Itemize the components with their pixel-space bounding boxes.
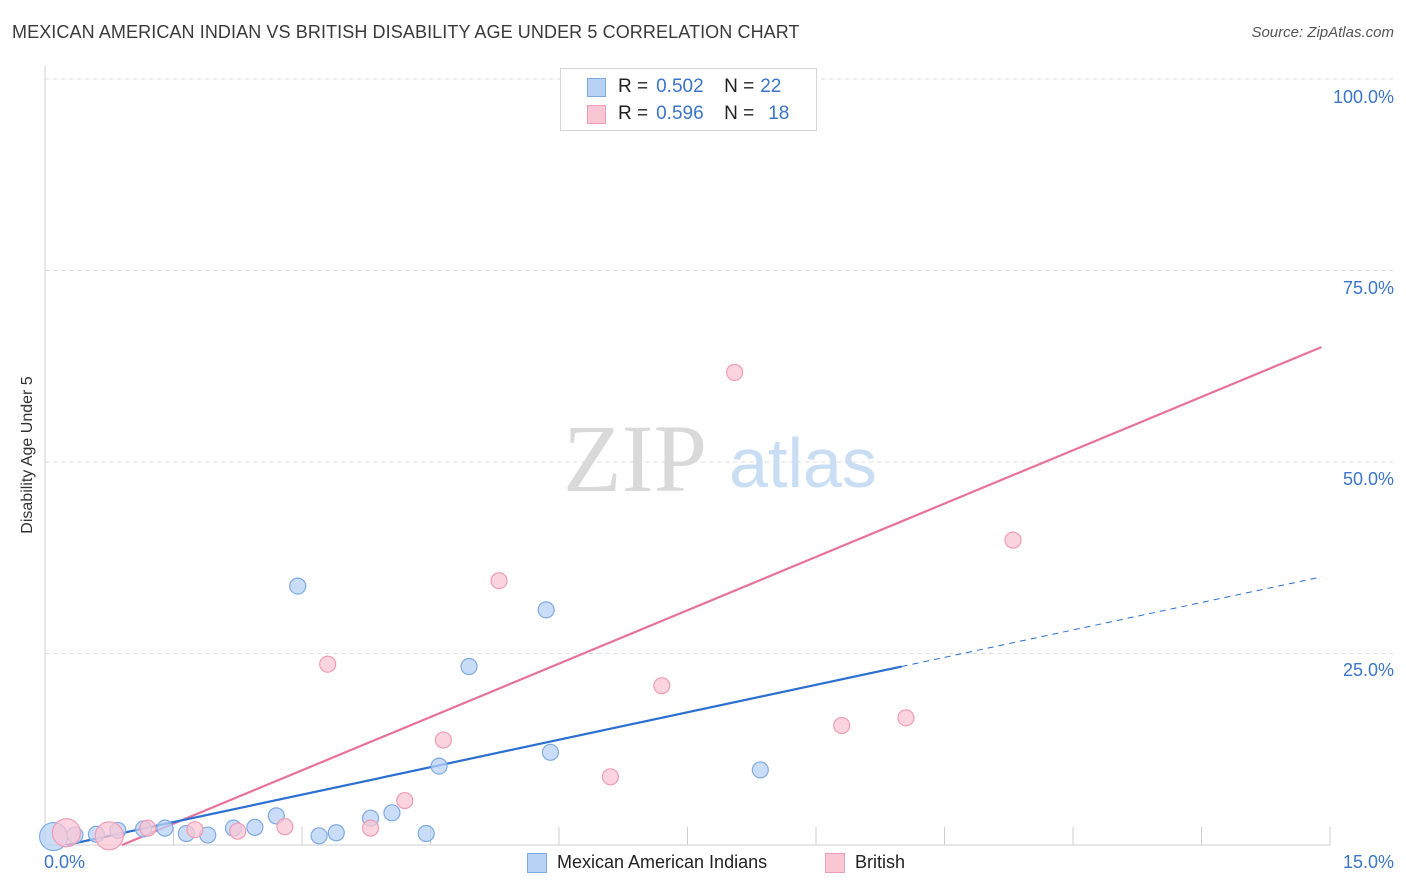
- trend-line-mexican-american-indians: [66, 665, 902, 847]
- watermark: ZIP atlas: [563, 405, 877, 512]
- legend-label: Mexican American Indians: [557, 852, 768, 872]
- legend-swatch-pink: [587, 104, 606, 124]
- point-british: [276, 818, 294, 836]
- trend-extension-mexican-american-indians: [901, 576, 1322, 668]
- y-tick-label-75: 75.0%: [1342, 278, 1394, 298]
- legend-swatch-blue: [527, 852, 547, 873]
- point-british: [51, 818, 82, 848]
- legend-label: British: [855, 852, 906, 872]
- watermark-zip: ZIP: [563, 405, 707, 512]
- y-tick-label-100: 100.0%: [1332, 87, 1394, 107]
- n-label: N =: [724, 76, 755, 97]
- y-tick-label-25: 25.0%: [1342, 660, 1394, 680]
- r-value: 0.596: [656, 103, 704, 124]
- point-british: [139, 819, 157, 837]
- source-credit: Source: ZipAtlas.com: [1251, 24, 1394, 41]
- chart-title: MEXICAN AMERICAN INDIAN VS BRITISH DISAB…: [12, 22, 800, 42]
- point-mexican-american-indians: [537, 601, 555, 619]
- r-value: 0.502: [656, 76, 704, 97]
- correlation-legend: R = 0.502 N = 22 R = 0.596 N = 18: [560, 68, 817, 131]
- y-tick-label-50: 50.0%: [1342, 469, 1394, 489]
- legend-row-mexican-american-indians: R = 0.502 N = 22: [587, 75, 781, 99]
- point-british: [601, 768, 620, 786]
- trend-line-british: [121, 346, 1322, 847]
- point-mexican-american-indians: [327, 824, 345, 842]
- watermark-atlas: atlas: [729, 424, 877, 502]
- point-british: [490, 572, 508, 590]
- point-british: [434, 731, 452, 749]
- point-mexican-american-indians: [430, 757, 448, 775]
- point-british: [186, 821, 204, 839]
- axes: [44, 66, 1331, 846]
- gridlines: [45, 78, 1395, 654]
- point-british: [726, 363, 744, 381]
- point-british: [1004, 531, 1022, 549]
- point-british: [94, 821, 124, 851]
- data-points: [38, 70, 1022, 852]
- point-british: [653, 677, 671, 695]
- r-label: R =: [618, 103, 649, 124]
- point-british: [229, 822, 247, 840]
- n-value: 22: [760, 76, 782, 97]
- r-label: R =: [618, 76, 649, 97]
- point-british: [361, 819, 380, 837]
- point-british: [396, 791, 414, 810]
- point-mexican-american-indians: [310, 827, 328, 845]
- x-tick-label-min: 0.0%: [44, 852, 86, 872]
- point-mexican-american-indians: [383, 804, 401, 822]
- point-british: [319, 655, 337, 673]
- point-mexican-american-indians: [417, 824, 435, 843]
- point-british: [897, 709, 915, 727]
- legend-row-british: R = 0.596 N = 18: [587, 102, 789, 126]
- trend-lines: [66, 346, 1322, 847]
- point-mexican-american-indians: [156, 819, 174, 837]
- legend-item-mexican-american-indians: Mexican American Indians: [527, 852, 767, 873]
- point-mexican-american-indians: [751, 761, 769, 779]
- point-mexican-american-indians: [246, 818, 264, 836]
- legend-item-british: British: [825, 852, 905, 873]
- legend-swatch-blue: [587, 77, 606, 97]
- point-mexican-american-indians: [541, 743, 560, 761]
- point-mexican-american-indians: [289, 577, 307, 595]
- n-value: 18: [768, 103, 790, 124]
- x-tick-label-max: 15.0%: [1342, 852, 1394, 872]
- n-label: N =: [724, 103, 755, 124]
- point-british: [833, 716, 851, 735]
- point-mexican-american-indians: [460, 657, 478, 676]
- legend-swatch-pink: [825, 852, 845, 873]
